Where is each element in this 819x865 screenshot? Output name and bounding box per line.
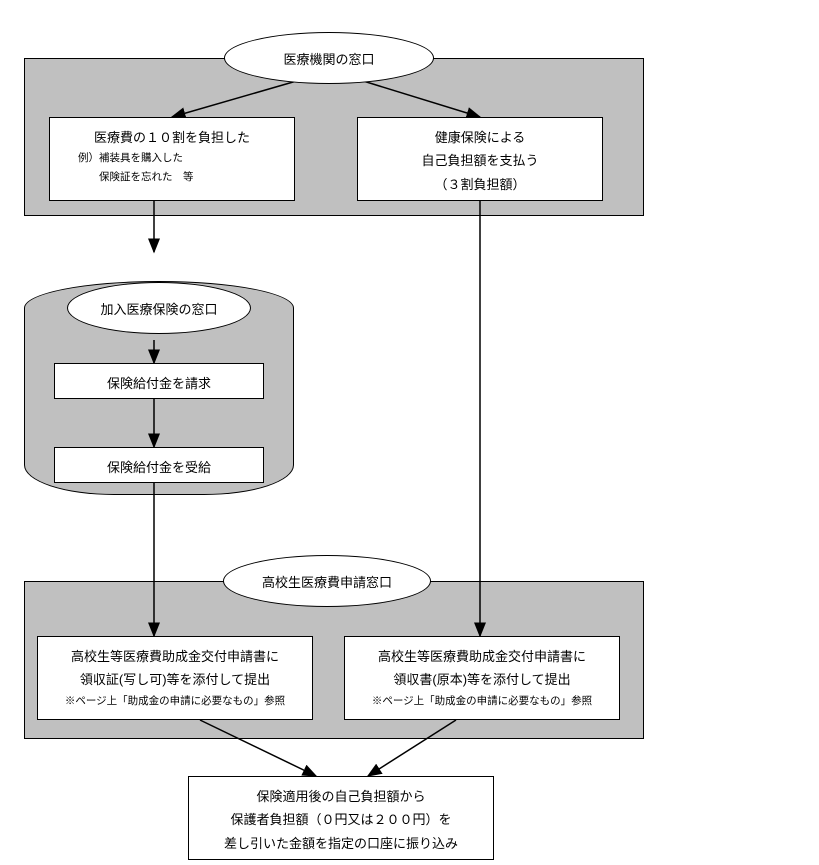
- box-receive-benefit: 保険給付金を受給: [54, 447, 264, 483]
- box5-line0: 高校生等医療費助成金交付申請書に: [46, 645, 304, 668]
- ellipse-insurance-window: 加入医療保険の窓口: [67, 282, 251, 334]
- box-submit-copy: 高校生等医療費助成金交付申請書に 領収証(写し可)等を添付して提出 ※ページ上「…: [37, 636, 313, 720]
- box1-line0: 医療費の１０割を負担した: [58, 126, 286, 149]
- box-copay: 健康保険による 自己負担額を支払う （３割負担額）: [357, 117, 603, 201]
- box-full-payment: 医療費の１０割を負担した 例）補装具を購入した 保険証を忘れた 等: [49, 117, 295, 201]
- box5-line1: 領収証(写し可)等を添付して提出: [46, 668, 304, 691]
- ellipse1-label: 医療機関の窓口: [283, 49, 374, 68]
- box5-line2: ※ページ上「助成金の申請に必要なもの」参照: [46, 692, 304, 711]
- box-submit-original: 高校生等医療費助成金交付申請書に 領収書(原本)等を添付して提出 ※ページ上「助…: [344, 636, 620, 720]
- box2-line0: 健康保険による: [366, 126, 594, 149]
- box-transfer: 保険適用後の自己負担額から 保護者負担額（０円又は２００円）を 差し引いた金額を…: [188, 776, 494, 860]
- ellipse-highschool-window: 高校生医療費申請窓口: [223, 555, 431, 607]
- box6-line0: 高校生等医療費助成金交付申請書に: [353, 645, 611, 668]
- box6-line1: 領収書(原本)等を添付して提出: [353, 668, 611, 691]
- ellipse3-label: 高校生医療費申請窓口: [262, 572, 392, 591]
- box-claim-benefit: 保険給付金を請求: [54, 363, 264, 399]
- ellipse-medical-window: 医療機関の窓口: [224, 32, 434, 84]
- box7-line2: 差し引いた金額を指定の口座に振り込み: [197, 832, 485, 855]
- box2-line2: （３割負担額）: [366, 173, 594, 196]
- box4-line0: 保険給付金を受給: [59, 456, 259, 479]
- box7-line1: 保護者負担額（０円又は２００円）を: [197, 808, 485, 831]
- box3-line0: 保険給付金を請求: [59, 372, 259, 395]
- box1-line2: 保険証を忘れた 等: [58, 168, 286, 187]
- box7-line0: 保険適用後の自己負担額から: [197, 785, 485, 808]
- box6-line2: ※ページ上「助成金の申請に必要なもの」参照: [353, 692, 611, 711]
- box1-line1: 例）補装具を購入した: [58, 149, 286, 168]
- box2-line1: 自己負担額を支払う: [366, 149, 594, 172]
- ellipse2-label: 加入医療保険の窓口: [100, 299, 217, 318]
